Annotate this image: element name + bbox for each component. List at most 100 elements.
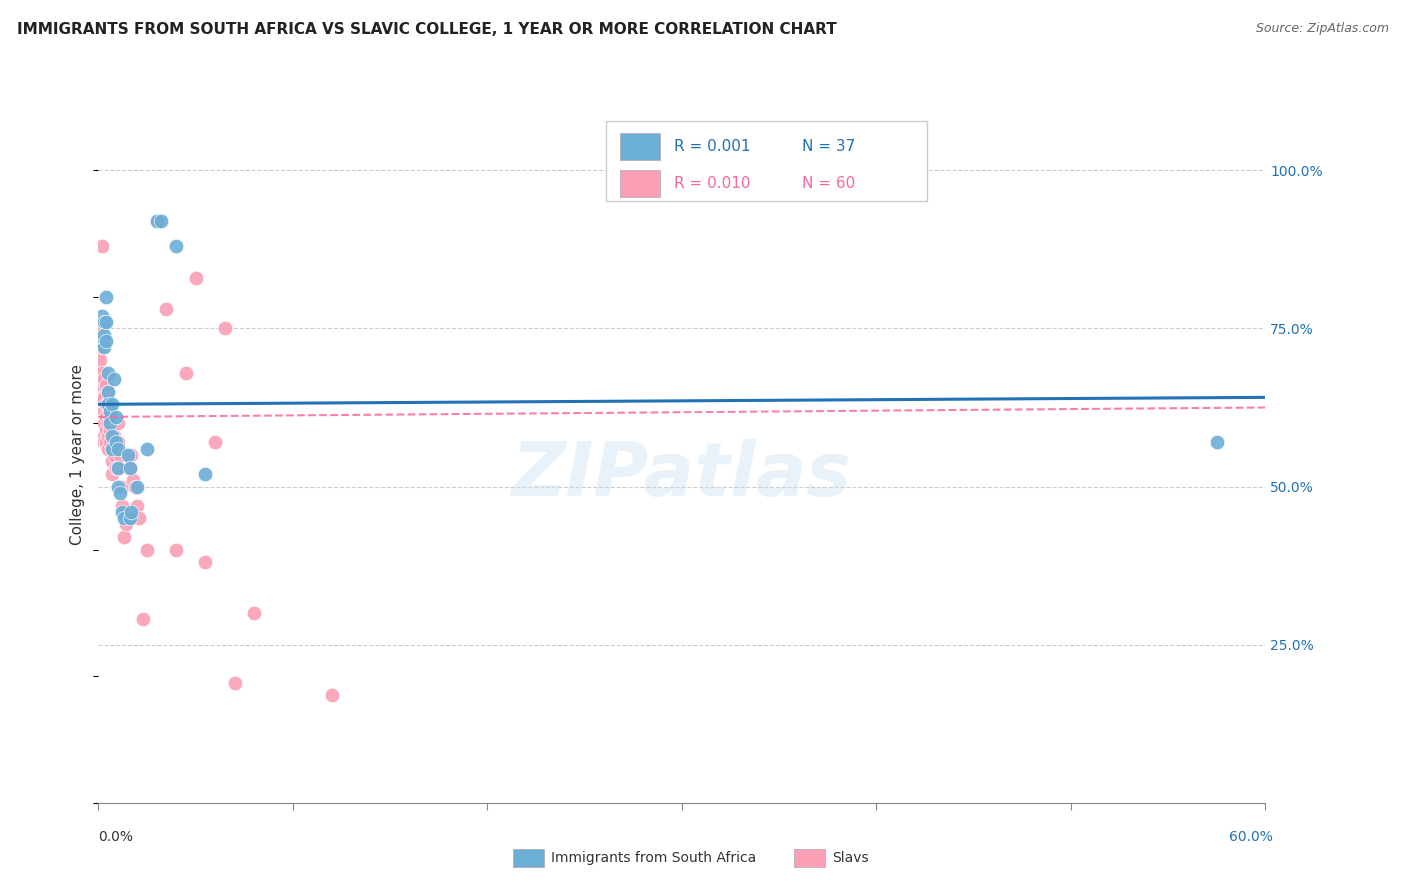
Point	[98, 409, 121, 424]
Point	[93, 429, 115, 443]
Point	[91, 334, 114, 348]
Point	[107, 435, 129, 450]
Point	[98, 417, 121, 431]
Point	[124, 479, 146, 493]
Point	[96, 315, 118, 329]
Point	[107, 460, 129, 475]
Point	[104, 435, 127, 450]
Point	[93, 340, 115, 354]
Point	[93, 315, 115, 329]
Point	[108, 486, 131, 500]
Point	[101, 442, 124, 456]
Point	[121, 505, 143, 519]
Point	[89, 321, 111, 335]
Text: Slavs: Slavs	[832, 851, 869, 865]
Point	[194, 467, 217, 481]
Bar	[606, 121, 927, 201]
Point	[107, 460, 129, 475]
Point	[111, 505, 134, 519]
Point	[97, 429, 120, 443]
Point	[149, 214, 172, 228]
Point	[214, 321, 236, 335]
Point	[111, 479, 134, 493]
Point	[146, 214, 169, 228]
Point	[98, 403, 121, 417]
Y-axis label: College, 1 year or more: College, 1 year or more	[70, 365, 86, 545]
Point	[146, 214, 169, 228]
Point	[112, 530, 135, 544]
Point	[117, 448, 139, 462]
Point	[91, 378, 114, 392]
Point	[112, 511, 135, 525]
Point	[96, 423, 118, 437]
Point	[101, 454, 124, 468]
Text: 60.0%: 60.0%	[1229, 830, 1272, 844]
Point	[93, 391, 115, 405]
Point	[128, 511, 150, 525]
Point	[132, 612, 155, 626]
Point	[1205, 435, 1227, 450]
Point	[93, 372, 115, 386]
Point	[165, 239, 187, 253]
Text: N = 37: N = 37	[801, 139, 855, 154]
Point	[97, 366, 120, 380]
Point	[103, 448, 125, 462]
Point	[118, 511, 141, 525]
Point	[224, 675, 246, 690]
Point	[103, 429, 125, 443]
Point	[111, 499, 134, 513]
Point	[204, 435, 226, 450]
Point	[122, 473, 145, 487]
Point	[93, 403, 115, 417]
Bar	[620, 133, 659, 160]
Text: R = 0.001: R = 0.001	[673, 139, 751, 154]
Text: ZIPatlas: ZIPatlas	[512, 439, 852, 512]
Point	[93, 327, 115, 342]
Text: R = 0.010: R = 0.010	[673, 176, 751, 191]
Point	[96, 334, 118, 348]
Point	[97, 397, 120, 411]
Point	[96, 409, 118, 424]
Point	[127, 499, 149, 513]
Point	[121, 448, 143, 462]
Point	[89, 334, 111, 348]
Point	[136, 542, 159, 557]
Point	[321, 688, 343, 702]
Point	[118, 460, 141, 475]
Point	[107, 417, 129, 431]
Point	[103, 372, 125, 386]
Point	[101, 467, 124, 481]
Point	[114, 517, 136, 532]
Point	[93, 435, 115, 450]
Point	[136, 442, 159, 456]
Point	[101, 442, 124, 456]
Point	[104, 409, 127, 424]
Point	[96, 435, 118, 450]
Point	[98, 435, 121, 450]
Point	[89, 353, 111, 368]
Text: N = 60: N = 60	[801, 176, 855, 191]
Point	[174, 366, 197, 380]
Point	[97, 442, 120, 456]
Point	[93, 417, 115, 431]
Point	[91, 391, 114, 405]
Point	[101, 397, 124, 411]
Point	[98, 423, 121, 437]
Point	[91, 366, 114, 380]
Point	[107, 479, 129, 493]
Point	[118, 460, 141, 475]
Text: Immigrants from South Africa: Immigrants from South Africa	[551, 851, 756, 865]
Point	[184, 270, 207, 285]
Point	[107, 442, 129, 456]
Point	[243, 606, 266, 620]
Point	[97, 384, 120, 399]
Point	[91, 239, 114, 253]
Point	[96, 290, 118, 304]
Point	[194, 556, 217, 570]
Point	[96, 378, 118, 392]
Point	[97, 384, 120, 399]
Point	[117, 448, 139, 462]
Point	[165, 542, 187, 557]
Point	[97, 417, 120, 431]
Text: Source: ZipAtlas.com: Source: ZipAtlas.com	[1256, 22, 1389, 36]
